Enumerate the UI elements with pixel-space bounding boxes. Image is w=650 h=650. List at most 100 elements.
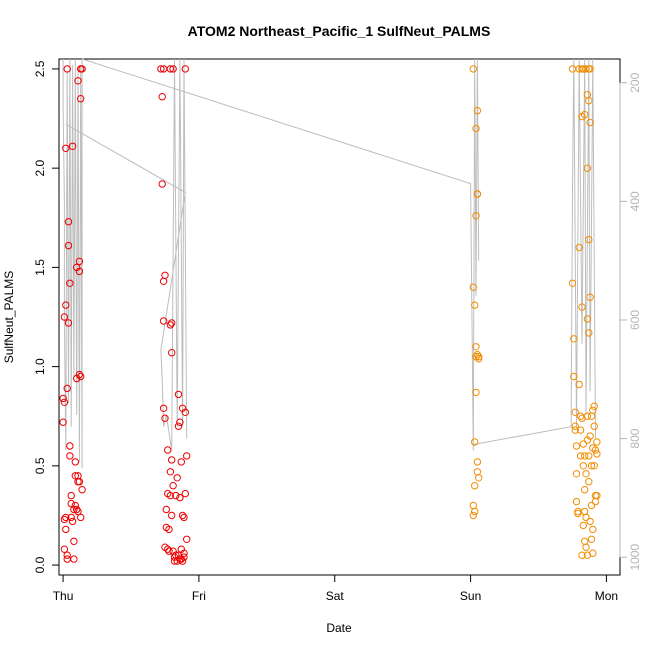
data-point: [473, 468, 482, 476]
data-point: [64, 218, 73, 226]
data-point: [180, 513, 188, 522]
x-tick-label: Sat: [326, 589, 345, 603]
data-point: [70, 505, 78, 514]
data-point: [587, 535, 596, 543]
y-axis-label: SulfNeut_PALMS: [2, 271, 16, 364]
data-point: [585, 478, 593, 486]
data-point: [64, 319, 73, 327]
data-point: [583, 412, 592, 420]
data-point: [471, 507, 479, 516]
data-point: [168, 456, 176, 464]
data-point: [585, 329, 593, 337]
altitude-trace-3: [81, 58, 480, 451]
data-point: [181, 408, 190, 416]
data-point: [158, 180, 166, 188]
right-axis: 200 400 600 800 1000: [619, 72, 642, 571]
data-point: [168, 349, 176, 357]
data-point: [75, 257, 84, 266]
data-point: [585, 235, 593, 244]
data-point: [579, 440, 587, 448]
data-point: [471, 301, 479, 309]
data-point: [583, 315, 592, 323]
data-point: [62, 144, 70, 153]
data-point: [78, 65, 86, 73]
data-point: [591, 497, 600, 506]
data-point: [172, 491, 180, 500]
data-point: [572, 497, 581, 506]
data-point: [62, 301, 70, 309]
data-point: [568, 65, 577, 73]
data-point: [168, 319, 176, 327]
plot-area-frame: [58, 58, 621, 576]
data-point: [173, 474, 181, 482]
right-tick-label: 200: [628, 72, 642, 92]
data-point: [576, 426, 585, 434]
data-point: [166, 321, 175, 329]
data-point: [78, 486, 86, 494]
data-point: [174, 390, 183, 399]
data-point: [74, 478, 82, 486]
data-point: [174, 422, 183, 430]
data-point: [60, 545, 69, 553]
data-point: [469, 501, 477, 510]
data-point: [578, 303, 586, 311]
data-point: [180, 549, 188, 557]
data-point: [589, 549, 597, 557]
x-tick-label: Sun: [460, 589, 481, 603]
data-point: [62, 525, 70, 534]
data-point: [471, 438, 479, 446]
data-point: [67, 513, 75, 522]
data-point: [587, 462, 596, 470]
data-point: [77, 513, 85, 522]
altitude-trace-1: [62, 58, 83, 469]
data-point: [473, 351, 482, 359]
data-point: [77, 372, 85, 381]
data-point: [183, 535, 191, 543]
data-point: [570, 372, 578, 381]
data-points: [59, 65, 601, 565]
data-point: [169, 482, 177, 490]
data-point: [60, 515, 69, 524]
data-point: [585, 452, 593, 460]
data-point: [63, 555, 71, 563]
data-point: [68, 142, 77, 151]
data-point: [575, 243, 583, 252]
data-point: [180, 553, 188, 561]
data-point: [183, 452, 191, 460]
data-point: [63, 384, 71, 393]
data-point: [159, 277, 168, 285]
data-point: [472, 124, 480, 133]
data-point: [571, 422, 579, 430]
data-point: [593, 491, 601, 500]
data-point: [576, 452, 585, 460]
data-point: [181, 489, 190, 498]
x-tick-label: Fri: [192, 589, 206, 603]
data-point: [62, 513, 70, 522]
data-point: [574, 509, 582, 518]
data-point: [587, 501, 596, 510]
data-point: [157, 65, 165, 73]
y-tick-label: 2.0: [33, 159, 47, 176]
y-tick-label: 1.5: [33, 259, 47, 276]
data-point: [71, 458, 80, 466]
data-point: [581, 452, 589, 460]
data-point: [591, 446, 600, 454]
data-point: [590, 422, 598, 430]
data-point: [471, 482, 479, 490]
data-point: [75, 370, 84, 379]
data-point: [469, 65, 477, 73]
y-tick-label: 0.5: [33, 457, 47, 474]
data-point: [161, 414, 169, 422]
data-point: [64, 241, 73, 250]
data-point: [66, 279, 74, 287]
chart-title: ATOM2 Northeast_Pacific_1 SulfNeut_PALMS: [188, 23, 491, 39]
data-point: [572, 470, 581, 478]
data-point: [158, 93, 166, 101]
data-point: [165, 525, 173, 534]
data-point: [63, 65, 71, 73]
right-tick-label: 400: [628, 191, 642, 211]
altitude-traces: [62, 58, 596, 469]
right-tick-label: 800: [628, 428, 642, 448]
data-point: [575, 380, 583, 389]
